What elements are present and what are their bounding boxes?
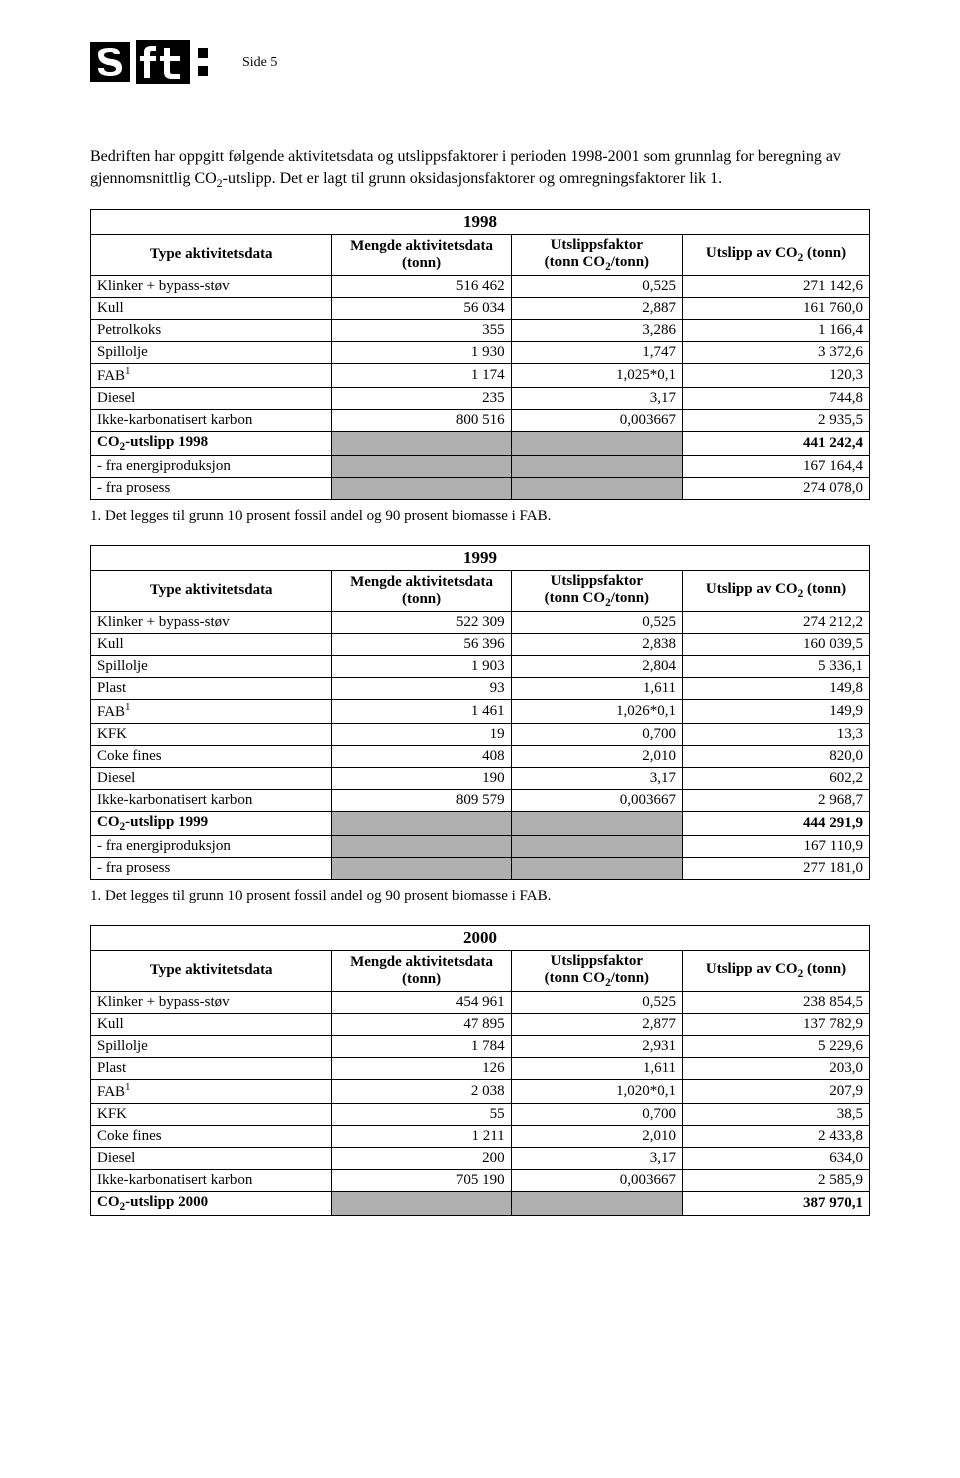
year-1998: 1998 [91, 209, 870, 234]
table-row: Petrolkoks3553,2861 166,4 [91, 319, 870, 341]
table-row: Coke fines1 2112,0102 433,8 [91, 1125, 870, 1147]
footnote-1999: 1. Det legges til grunn 10 prosent fossi… [112, 888, 870, 905]
rows-2000-b: KFK550,70038,5Coke fines1 2112,0102 433,… [91, 1103, 870, 1191]
hdr-utslipp: Utslipp av CO2 (tonn) [683, 570, 870, 611]
hdr-type: Type aktivitetsdata [91, 570, 332, 611]
hdr-utslipp: Utslipp av CO2 (tonn) [683, 234, 870, 275]
footnote-1998: 1. Det legges til grunn 10 prosent fossi… [112, 508, 870, 525]
row-fab-2000: FAB1 2 038 1,020*0,1 207,9 [91, 1079, 870, 1103]
table-row: Kull56 3962,838160 039,5 [91, 633, 870, 655]
table-row: Spillolje1 7842,9315 229,6 [91, 1035, 870, 1057]
hdr-mengde: Mengde aktivitetsdata(tonn) [332, 570, 511, 611]
table-row: Spillolje1 9301,7473 372,6 [91, 341, 870, 363]
table-row: Diesel1903,17602,2 [91, 767, 870, 789]
table-row: Ikke-karbonatisert karbon809 5790,003667… [91, 789, 870, 811]
rows-1999-a: Klinker + bypass-støv522 3090,525274 212… [91, 611, 870, 699]
row-energi-1998: - fra energiproduksjon 167 164,4 [91, 455, 870, 477]
hdr-faktor: Utslippsfaktor(tonn CO2/tonn) [511, 570, 682, 611]
table-2000: 2000 Type aktivitetsdata Mengde aktivite… [90, 925, 870, 1216]
year-2000: 2000 [91, 925, 870, 950]
row-prosess-1999: - fra prosess 277 181,0 [91, 857, 870, 879]
table-row: Ikke-karbonatisert karbon705 1900,003667… [91, 1169, 870, 1191]
hdr-type: Type aktivitetsdata [91, 234, 332, 275]
rows-1998-a: Klinker + bypass-støv516 4620,525271 142… [91, 275, 870, 363]
table-row: Diesel2353,17744,8 [91, 387, 870, 409]
table-row: Diesel2003,17634,0 [91, 1147, 870, 1169]
hdr-mengde: Mengde aktivitetsdata(tonn) [332, 234, 511, 275]
table-row: Klinker + bypass-støv522 3090,525274 212… [91, 611, 870, 633]
table-row: Kull56 0342,887161 760,0 [91, 297, 870, 319]
table-1998: 1998 Type aktivitetsdata Mengde aktivite… [90, 209, 870, 500]
row-fab-1998: FAB1 1 174 1,025*0,1 120,3 [91, 363, 870, 387]
table-row: Kull47 8952,877137 782,9 [91, 1013, 870, 1035]
row-energi-1999: - fra energiproduksjon 167 110,9 [91, 835, 870, 857]
row-total-2000: CO2-utslipp 2000 387 970,1 [91, 1191, 870, 1215]
hdr-faktor: Utslippsfaktor(tonn CO2/tonn) [511, 234, 682, 275]
rows-1998-b: Diesel2353,17744,8Ikke-karbonatisert kar… [91, 387, 870, 431]
table-1999: 1999 Type aktivitetsdata Mengde aktivite… [90, 545, 870, 880]
table-row: Ikke-karbonatisert karbon800 5160,003667… [91, 409, 870, 431]
hdr-faktor: Utslippsfaktor(tonn CO2/tonn) [511, 950, 682, 991]
year-1999: 1999 [91, 545, 870, 570]
table-row: Spillolje1 9032,8045 336,1 [91, 655, 870, 677]
row-fab-1999: FAB1 1 461 1,026*0,1 149,9 [91, 699, 870, 723]
table-row: Klinker + bypass-støv516 4620,525271 142… [91, 275, 870, 297]
hdr-type: Type aktivitetsdata [91, 950, 332, 991]
page-number-label: Side 5 [242, 55, 277, 71]
rows-1999-b: KFK190,70013,3Coke fines4082,010820,0Die… [91, 723, 870, 811]
page-header: Side 5 [90, 40, 870, 86]
row-prosess-1998: - fra prosess 274 078,0 [91, 477, 870, 499]
row-total-1998: CO2-utslipp 1998 441 242,4 [91, 431, 870, 455]
table-row: Coke fines4082,010820,0 [91, 745, 870, 767]
sft-logo [90, 40, 220, 86]
table-row: Klinker + bypass-støv454 9610,525238 854… [91, 991, 870, 1013]
table-row: Plast1261,611203,0 [91, 1057, 870, 1079]
row-total-1999: CO2-utslipp 1999 444 291,9 [91, 811, 870, 835]
table-row: Plast931,611149,8 [91, 677, 870, 699]
hdr-utslipp: Utslipp av CO2 (tonn) [683, 950, 870, 991]
intro-text-2: -utslipp. Det er lagt til grunn oksidasj… [223, 170, 722, 187]
table-row: KFK190,70013,3 [91, 723, 870, 745]
intro-paragraph: Bedriften har oppgitt følgende aktivitet… [90, 146, 870, 191]
rows-2000-a: Klinker + bypass-støv454 9610,525238 854… [91, 991, 870, 1079]
table-row: KFK550,70038,5 [91, 1103, 870, 1125]
hdr-mengde: Mengde aktivitetsdata(tonn) [332, 950, 511, 991]
